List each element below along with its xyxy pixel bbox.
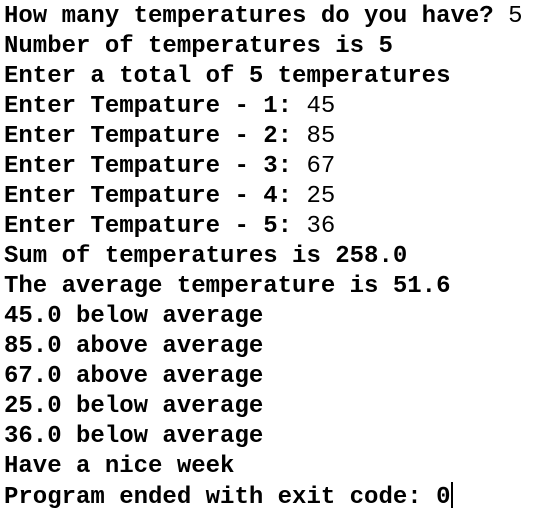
output-text: Enter Tempature - 5: — [4, 213, 293, 240]
output-text: Sum of temperatures is 258.0 — [4, 243, 408, 270]
console-line: Enter Tempature - 5: 36 — [4, 212, 554, 242]
output-text: Enter Tempature - 1: — [4, 93, 293, 120]
console-line: Program ended with exit code: 0 — [4, 482, 554, 512]
output-text: Program ended with exit code: 0 — [4, 484, 451, 511]
user-input: 25 — [306, 183, 336, 210]
console-line: Enter Tempature - 4: 25 — [4, 182, 554, 212]
console-line: Number of temperatures is 5 — [4, 32, 554, 62]
text-cursor — [451, 482, 454, 508]
output-text: 25.0 below average — [4, 393, 264, 420]
console-line: 85.0 above average — [4, 332, 554, 362]
console-line: How many temperatures do you have? 5 — [4, 2, 554, 32]
output-text: Have a nice week — [4, 453, 235, 480]
user-input: 45 — [306, 93, 336, 120]
console-line: 25.0 below average — [4, 392, 554, 422]
console-line: Enter Tempature - 3: 67 — [4, 152, 554, 182]
output-text: Enter Tempature - 3: — [4, 153, 293, 180]
user-input: 85 — [306, 123, 336, 150]
console-line: 36.0 below average — [4, 422, 554, 452]
console-line: Enter a total of 5 temperatures — [4, 62, 554, 92]
output-text: 67.0 above average — [4, 363, 264, 390]
console-line: 45.0 below average — [4, 302, 554, 332]
console-line: Have a nice week — [4, 452, 554, 482]
user-input: 67 — [306, 153, 336, 180]
console-line: 67.0 above average — [4, 362, 554, 392]
output-text: 36.0 below average — [4, 423, 264, 450]
output-text: Number of temperatures is 5 — [4, 33, 393, 60]
user-input: 36 — [306, 213, 336, 240]
output-text: Enter Tempature - 2: — [4, 123, 293, 150]
output-text: Enter Tempature - 4: — [4, 183, 293, 210]
output-text: How many temperatures do you have? — [4, 3, 494, 30]
output-text: The average temperature is 51.6 — [4, 273, 451, 300]
output-text: Enter a total of 5 temperatures — [4, 63, 451, 90]
console-line: Enter Tempature - 1: 45 — [4, 92, 554, 122]
console-line: The average temperature is 51.6 — [4, 272, 554, 302]
console-line: Enter Tempature - 2: 85 — [4, 122, 554, 152]
output-text: 45.0 below average — [4, 303, 264, 330]
console-line: Sum of temperatures is 258.0 — [4, 242, 554, 272]
user-input: 5 — [508, 3, 523, 30]
output-text: 85.0 above average — [4, 333, 264, 360]
